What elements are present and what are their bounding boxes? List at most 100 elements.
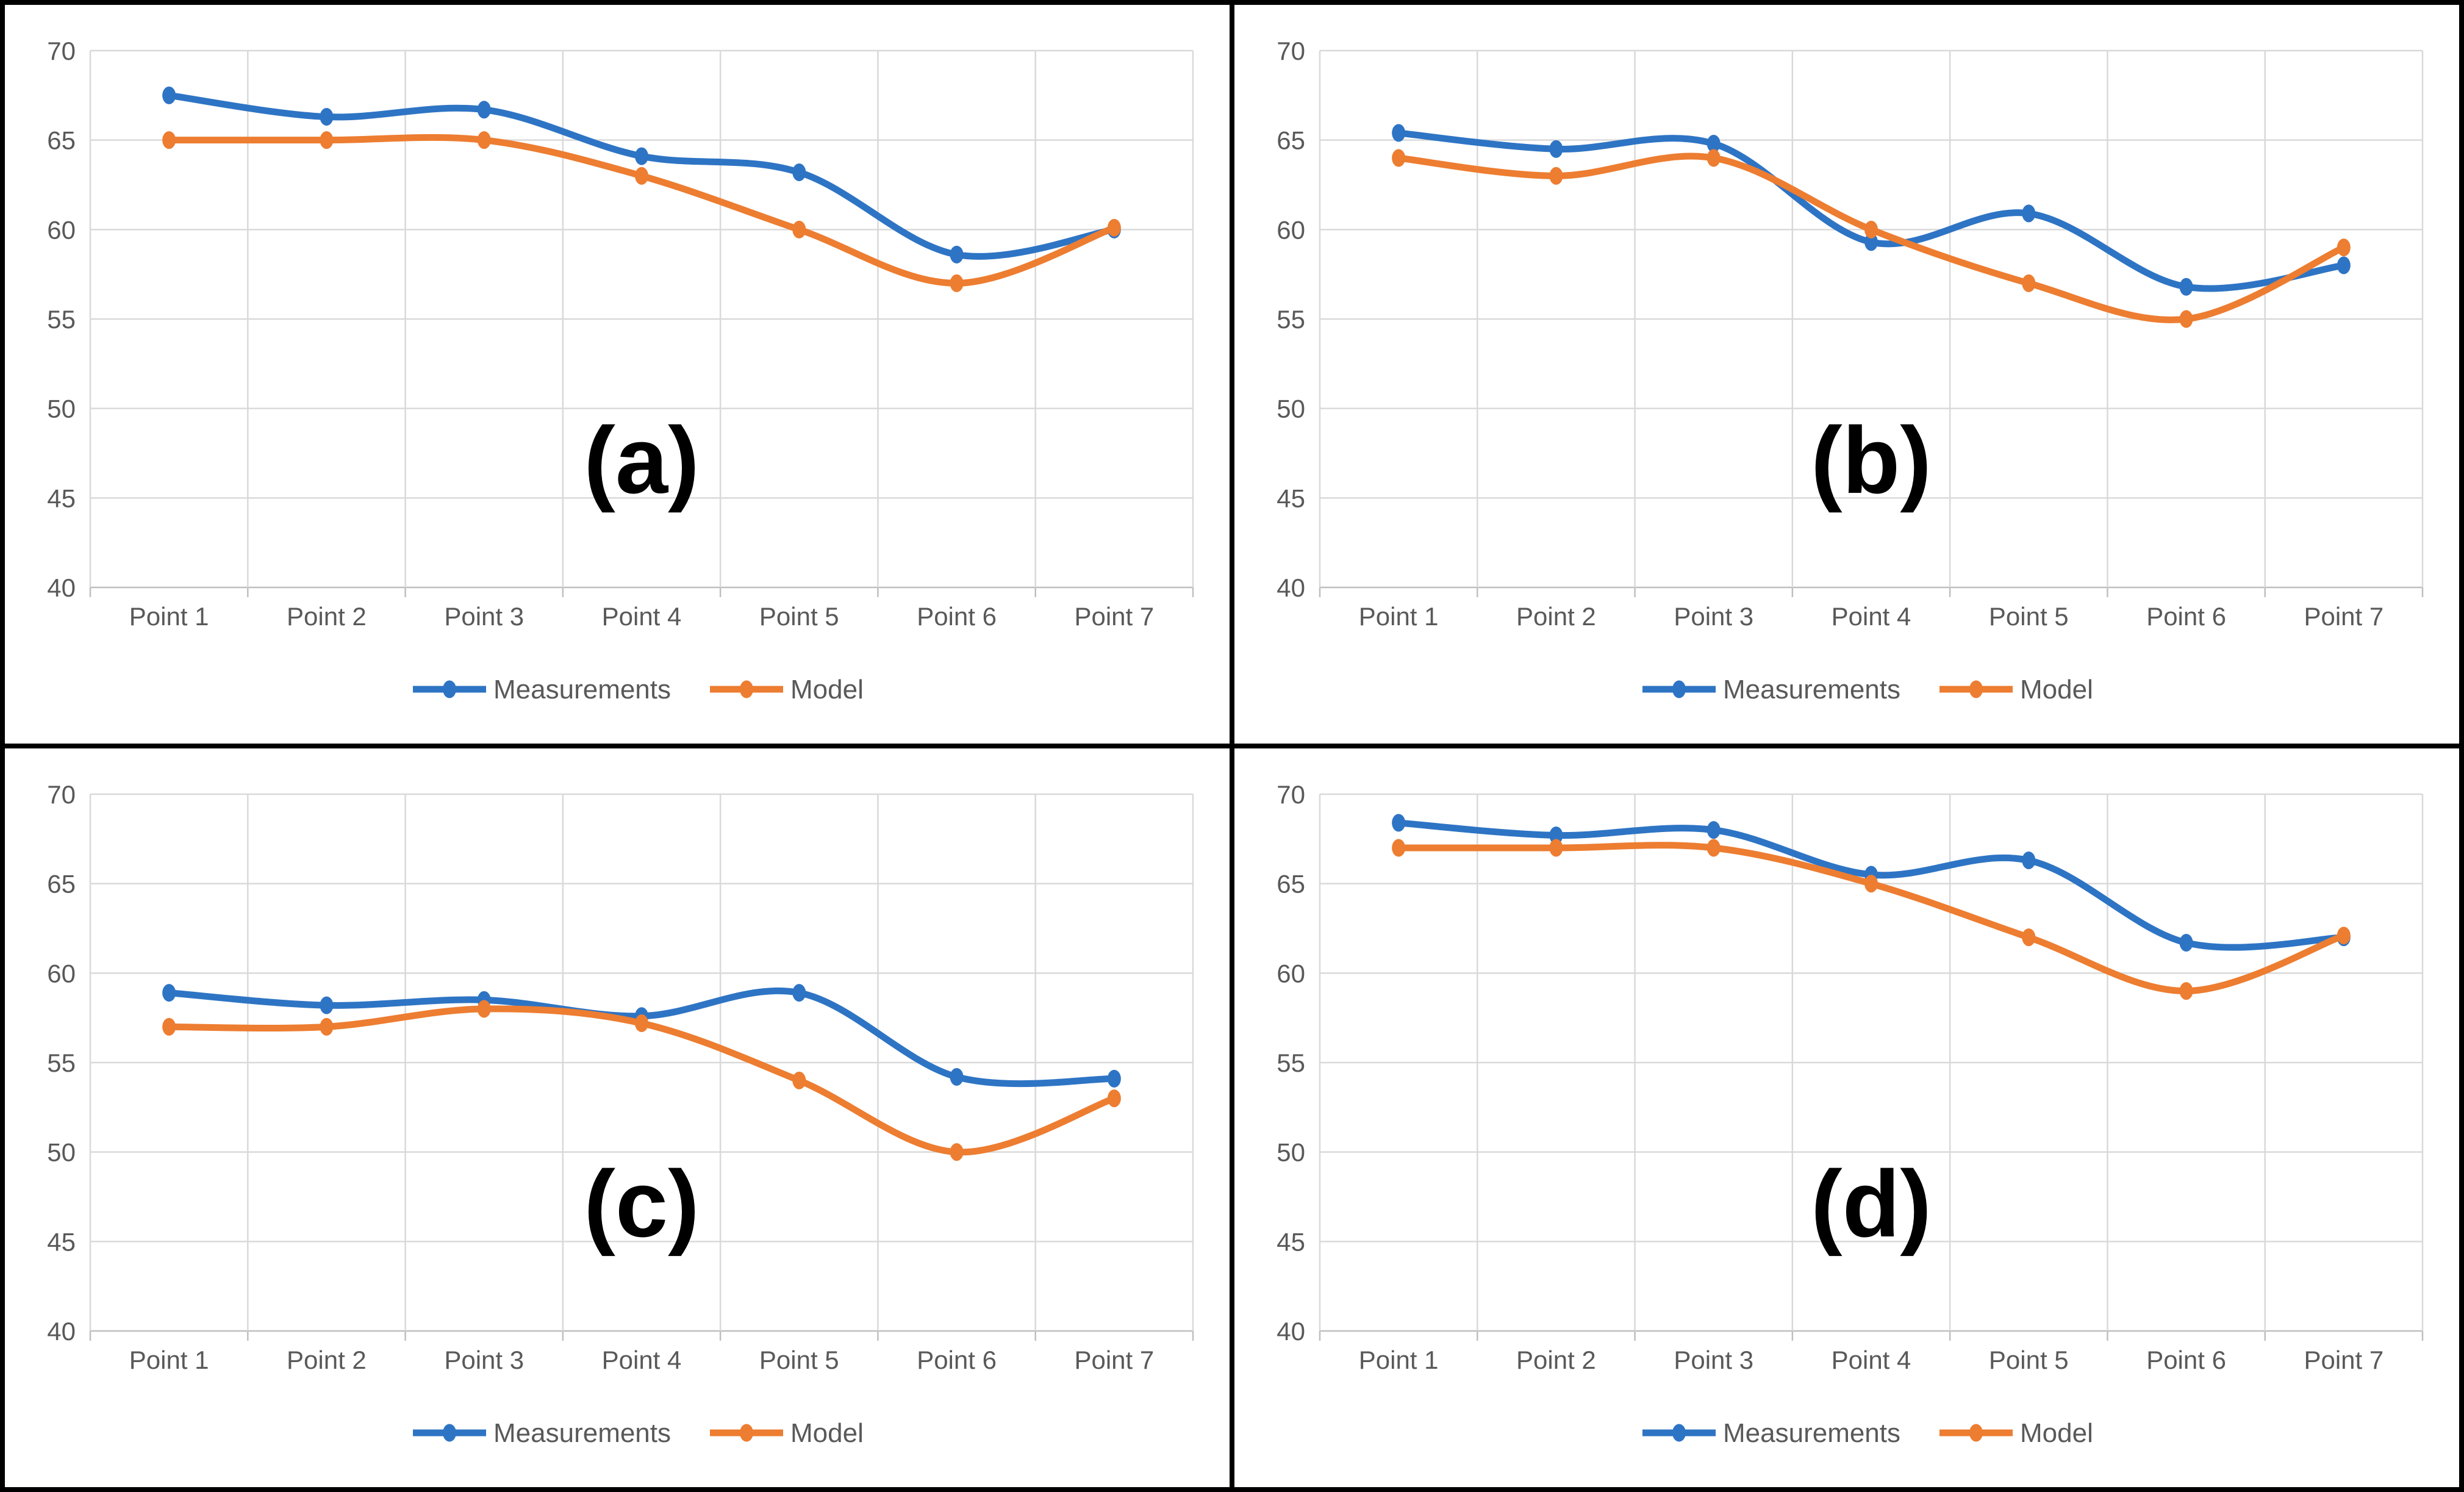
data-point-marker-model xyxy=(477,131,491,149)
legend-item-measurements: Measurements xyxy=(1642,1418,1900,1448)
data-point-marker-model xyxy=(1392,149,1406,167)
y-tick-label: 60 xyxy=(47,959,76,988)
data-point-marker-model xyxy=(2179,982,2193,1000)
data-point-marker-measurements xyxy=(950,245,964,264)
legend-label-model: Model xyxy=(790,1418,864,1448)
data-point-marker-measurements xyxy=(1549,140,1563,158)
x-tick-label: Point 2 xyxy=(287,1346,367,1374)
panel-letter: (d) xyxy=(1811,1151,1932,1257)
data-point-marker-measurements xyxy=(2022,204,2036,223)
data-point-marker-model xyxy=(162,131,176,149)
y-tick-label: 55 xyxy=(1277,1049,1305,1077)
legend-marker-measurements xyxy=(1672,680,1686,698)
data-point-marker-model xyxy=(950,1143,964,1161)
legend-item-model: Model xyxy=(710,675,864,705)
legend-marker-model xyxy=(1969,1424,1983,1442)
legend-marker-measurements xyxy=(443,1424,456,1442)
y-tick-label: 65 xyxy=(1277,126,1305,155)
data-point-marker-measurements xyxy=(635,147,648,165)
data-point-marker-model xyxy=(320,1017,334,1036)
data-point-marker-model xyxy=(2337,927,2351,945)
x-tick-label: Point 2 xyxy=(1516,602,1596,631)
data-point-marker-measurements xyxy=(2179,278,2193,296)
data-point-marker-model xyxy=(1107,218,1121,237)
y-tick-label: 40 xyxy=(47,573,76,602)
data-point-marker-measurements xyxy=(792,163,806,181)
y-tick-label: 40 xyxy=(1277,1317,1305,1346)
legend-label-measurements: Measurements xyxy=(1723,675,1900,705)
panel-letter: (b) xyxy=(1811,407,1932,513)
data-point-marker-measurements xyxy=(1107,1069,1121,1088)
legend-marker-measurements xyxy=(443,680,456,698)
y-tick-label: 45 xyxy=(47,1227,76,1256)
data-point-marker-measurements xyxy=(1707,821,1721,839)
data-point-marker-model xyxy=(950,274,964,292)
chart-panel-d: 70 65 60 55 50 45 40 Point 1 Point 2 Point 3 Point… xyxy=(1234,748,2459,1487)
x-tick-label: Point 4 xyxy=(1832,602,1911,631)
data-point-marker-measurements xyxy=(1864,233,1878,251)
y-tick-label: 50 xyxy=(47,1138,76,1167)
data-point-marker-measurements xyxy=(2179,933,2193,952)
data-point-marker-model xyxy=(792,220,806,239)
x-tick-label: Point 4 xyxy=(602,602,682,631)
chart-panel-b: 70 65 60 55 50 45 40 Point 1 Point 2 Point 3 Point… xyxy=(1234,5,2459,744)
legend-label-measurements: Measurements xyxy=(1723,1418,1900,1448)
y-tick-label: 65 xyxy=(47,126,76,155)
legend-label-measurements: Measurements xyxy=(493,1418,671,1448)
data-point-marker-model xyxy=(1864,220,1878,239)
x-tick-label: Point 1 xyxy=(129,1346,209,1374)
legend-item-model: Model xyxy=(1939,1418,2093,1448)
x-tick-label: Point 7 xyxy=(2304,1346,2383,1374)
chart-panel-c: 70 65 60 55 50 45 40 Point 1 Point 2 Point 3 Point… xyxy=(5,748,1230,1487)
x-tick-label: Point 2 xyxy=(287,602,367,631)
y-tick-label: 55 xyxy=(1277,305,1305,334)
x-tick-label: Point 7 xyxy=(2304,602,2383,631)
data-point-marker-measurements xyxy=(162,86,176,104)
data-point-marker-measurements xyxy=(320,108,334,126)
y-tick-label: 40 xyxy=(1277,573,1305,602)
x-tick-label: Point 1 xyxy=(1359,1346,1439,1374)
data-point-marker-model xyxy=(2179,310,2193,328)
x-tick-label: Point 4 xyxy=(602,1346,682,1374)
data-point-marker-measurements xyxy=(792,984,806,1002)
data-point-marker-model xyxy=(1107,1089,1121,1108)
data-point-marker-model xyxy=(1549,167,1563,185)
chart-c: 70 65 60 55 50 45 40 Point 1 Point 2 Point 3 Point… xyxy=(47,780,1194,1448)
chart-a: 70 65 60 55 50 45 40 Point 1 Point 2 Point 3 Point… xyxy=(47,37,1194,705)
y-tick-label: 50 xyxy=(47,395,76,423)
y-tick-label: 50 xyxy=(1277,1138,1305,1167)
y-tick-label: 45 xyxy=(1277,1227,1305,1256)
legend-item-model: Model xyxy=(1939,675,2093,705)
y-tick-label: 65 xyxy=(47,870,76,898)
x-tick-label: Point 1 xyxy=(129,602,209,631)
legend-label-model: Model xyxy=(2020,675,2093,705)
y-tick-label: 60 xyxy=(1277,959,1305,988)
data-point-marker-model xyxy=(2337,239,2351,257)
y-tick-label: 55 xyxy=(47,1049,76,1077)
x-tick-label: Point 3 xyxy=(444,602,524,631)
data-point-marker-model xyxy=(2022,274,2036,292)
y-tick-label: 60 xyxy=(1277,215,1305,244)
data-point-marker-measurements xyxy=(1707,135,1721,153)
data-point-marker-model xyxy=(792,1071,806,1089)
x-tick-label: Point 6 xyxy=(917,1346,997,1374)
y-tick-label: 45 xyxy=(1277,484,1305,512)
series-line-measurements xyxy=(1395,129,2348,292)
data-point-marker-model xyxy=(1707,149,1721,167)
x-tick-label: Point 3 xyxy=(1674,1346,1753,1374)
x-tick-label: Point 1 xyxy=(1359,602,1439,631)
data-point-marker-measurements xyxy=(320,996,334,1014)
data-point-marker-model xyxy=(1392,839,1406,857)
legend-label-model: Model xyxy=(2020,1418,2093,1448)
data-point-marker-measurements xyxy=(1392,124,1406,142)
panel-letter: (a) xyxy=(584,407,699,513)
x-tick-label: Point 6 xyxy=(2146,602,2226,631)
data-point-marker-model xyxy=(2022,928,2036,947)
y-tick-label: 45 xyxy=(47,484,76,512)
legend-item-model: Model xyxy=(710,1418,864,1448)
data-point-marker-measurements xyxy=(2337,256,2351,274)
data-point-marker-model xyxy=(162,1017,176,1036)
x-tick-label: Point 3 xyxy=(1674,602,1753,631)
data-point-marker-measurements xyxy=(2022,852,2036,870)
